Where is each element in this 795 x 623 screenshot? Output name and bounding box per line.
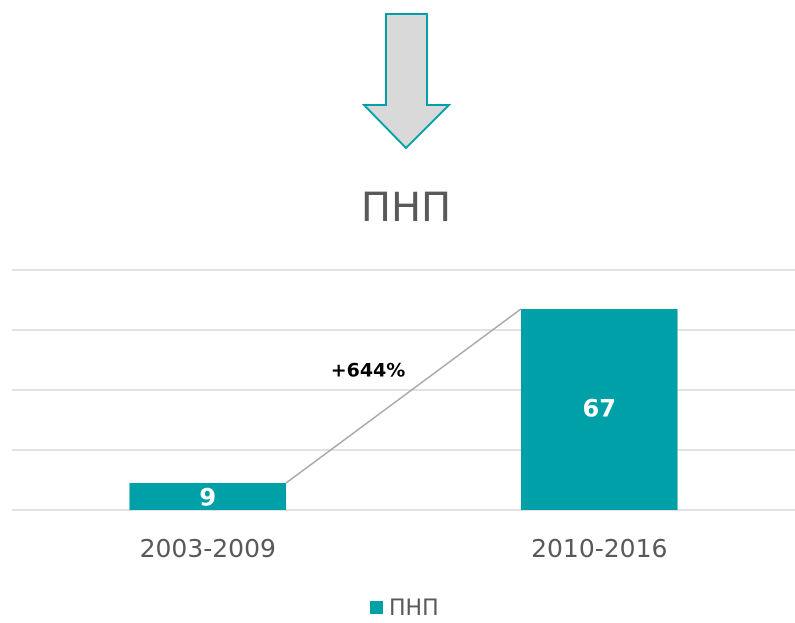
arrow-icon <box>361 13 452 150</box>
data-label: 67 <box>583 395 616 423</box>
x-tick-label: 2010-2016 <box>531 534 667 563</box>
annotation: +644% <box>331 360 406 382</box>
connector-line <box>285 308 522 484</box>
legend-swatch <box>370 601 383 614</box>
x-tick-label: 2003-2009 <box>140 534 276 563</box>
chart-title: ПНП <box>361 185 451 231</box>
bar <box>520 309 678 510</box>
legend-label: ПНП <box>389 596 439 621</box>
bar <box>129 483 287 510</box>
data-label: 9 <box>199 484 216 512</box>
